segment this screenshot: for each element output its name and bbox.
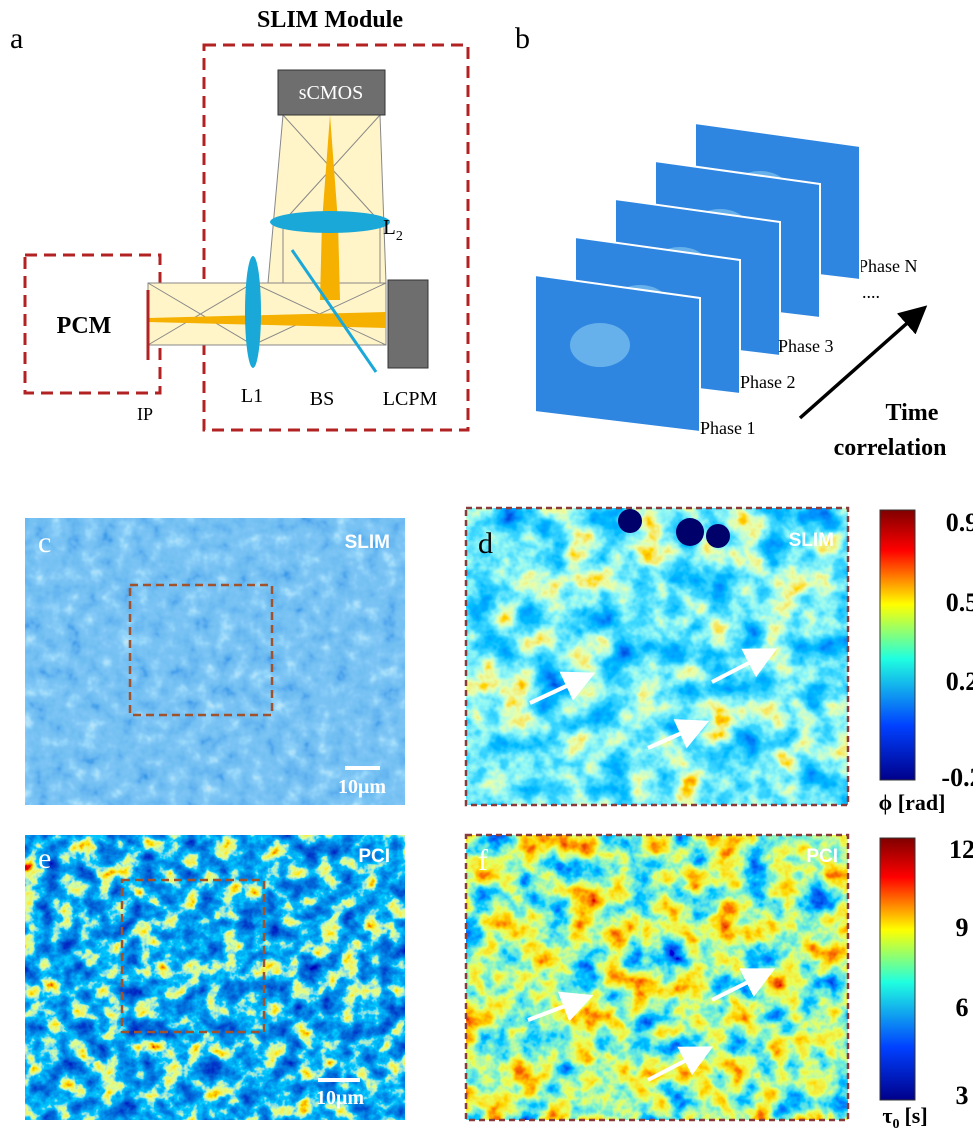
scale-label: 10μm	[338, 776, 386, 798]
panel-f: f PCI	[466, 835, 848, 1120]
camera-label: sCMOS	[299, 82, 363, 104]
colorbar-label: τ0[s]	[882, 1103, 927, 1128]
panel-label: d	[478, 527, 493, 560]
colorbar-tick-label: 0.9	[946, 508, 973, 537]
axis-label: correlation	[834, 435, 947, 461]
colorbar-tau: τ0[s] 12 9 6 3	[880, 835, 973, 1128]
feature	[706, 524, 730, 548]
axis-label: Time	[886, 400, 939, 426]
ellipsis: ....	[862, 282, 880, 302]
figure: a SLIM Module sCMOS L2 PCM L1 BS LCPM IP…	[0, 0, 973, 1128]
colorbar-tick-label: 12	[949, 835, 973, 864]
lens-1-label: L1	[241, 385, 263, 407]
modality-tag: PCI	[358, 846, 390, 867]
colorbar-tick-label: 9	[956, 913, 969, 942]
panel-c: c SLIM 10μm	[25, 518, 405, 805]
modality-tag: SLIM	[789, 530, 834, 551]
colorbar-tick-label: 0.2	[946, 667, 973, 696]
feature	[676, 518, 704, 546]
frame-label: Phase 2	[740, 372, 796, 392]
panel-e: e PCI 10μm	[25, 835, 405, 1120]
panel-label: f	[478, 844, 488, 877]
colorbar-tick-label: 3	[956, 1081, 969, 1110]
scale-label: 10μm	[316, 1087, 364, 1109]
pcm-label: PCM	[57, 313, 112, 339]
slim-texture	[25, 518, 405, 805]
colorbar-tick-label: 6	[956, 993, 969, 1022]
colorbar-tick-label: 0.5	[946, 588, 973, 617]
cell-sketch	[570, 323, 630, 367]
panel-b: b Time correlation Phase N .... Phase 1 P…	[515, 22, 946, 461]
lcpm-label: LCPM	[383, 388, 438, 410]
modality-tag: SLIM	[345, 532, 390, 553]
colorbar-phase: ϕ [rad] 0.9 0.5 0.2 -0.2	[879, 508, 973, 815]
modulator	[388, 280, 428, 368]
frame-label: Phase N	[858, 256, 918, 276]
panel-label: b	[515, 22, 530, 55]
frame-label: Phase 1	[700, 418, 756, 438]
panel-label: a	[10, 22, 23, 55]
lens-2	[270, 211, 390, 233]
panel-a: a SLIM Module sCMOS L2 PCM L1 BS LCPM IP	[10, 7, 468, 430]
panel-label: c	[38, 526, 51, 559]
modality-tag: PCI	[806, 846, 838, 867]
pci-image	[25, 835, 405, 1120]
colorbar	[880, 510, 915, 780]
frame-label: Phase 3	[778, 336, 834, 356]
slim-zoom-image	[466, 508, 848, 805]
bs-label: BS	[310, 388, 334, 410]
colorbar-tick-label: -0.2	[941, 763, 973, 792]
colorbar-label: ϕ [rad]	[879, 790, 946, 815]
colorbar	[880, 838, 915, 1100]
panel-d: d SLIM	[466, 508, 848, 805]
module-title: SLIM Module	[257, 7, 403, 33]
lens-1	[245, 256, 261, 368]
panel-label: e	[38, 842, 51, 875]
ip-label: IP	[137, 404, 153, 424]
feature	[618, 509, 642, 533]
lens-2-label: L2	[383, 215, 403, 244]
